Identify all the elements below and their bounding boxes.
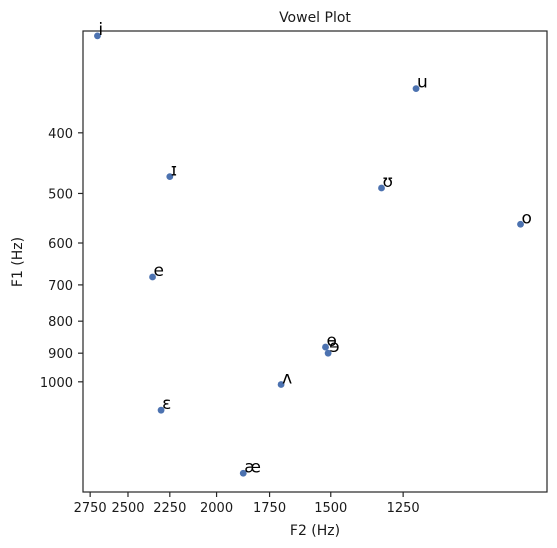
chart-title: Vowel Plot bbox=[279, 10, 351, 26]
y-tick-label: 700 bbox=[48, 279, 73, 294]
x-axis-label: F2 (Hz) bbox=[290, 523, 340, 539]
y-tick-label: 1000 bbox=[40, 376, 73, 391]
vowel-label: æ bbox=[244, 457, 261, 477]
x-tick-label: 2000 bbox=[200, 501, 233, 516]
x-tick-label: 1750 bbox=[253, 501, 286, 516]
vowel-label: ɘ bbox=[329, 337, 339, 357]
y-axis-ticks: 400 500 600 700 800 900 1000 bbox=[40, 127, 83, 391]
vowel-label: u bbox=[417, 73, 428, 93]
x-tick-label: 2750 bbox=[74, 501, 107, 516]
x-tick-label: 2500 bbox=[111, 501, 144, 516]
vowel-label: i bbox=[98, 20, 103, 40]
y-axis-label: F1 (Hz) bbox=[10, 237, 26, 287]
y-tick-label: 500 bbox=[48, 187, 73, 202]
vowel-label: e bbox=[154, 261, 164, 281]
vowel-label: ɛ bbox=[162, 394, 171, 414]
vowel-label: ɪ bbox=[171, 161, 177, 181]
y-tick-label: 600 bbox=[48, 237, 73, 252]
x-tick-label: 1500 bbox=[314, 501, 347, 516]
x-tick-label: 2250 bbox=[153, 501, 186, 516]
x-axis-ticks: 2750 2500 2250 2000 1750 1500 1250 bbox=[74, 492, 420, 516]
x-tick-label: 1250 bbox=[387, 501, 420, 516]
data-points bbox=[94, 32, 524, 476]
vowel-label: o bbox=[522, 208, 532, 228]
y-tick-label: 900 bbox=[48, 347, 73, 362]
y-tick-label: 800 bbox=[48, 315, 73, 330]
vowel-label: ʌ bbox=[282, 369, 292, 389]
y-tick-label: 400 bbox=[48, 127, 73, 142]
vowel-label: ʊ bbox=[383, 172, 394, 192]
